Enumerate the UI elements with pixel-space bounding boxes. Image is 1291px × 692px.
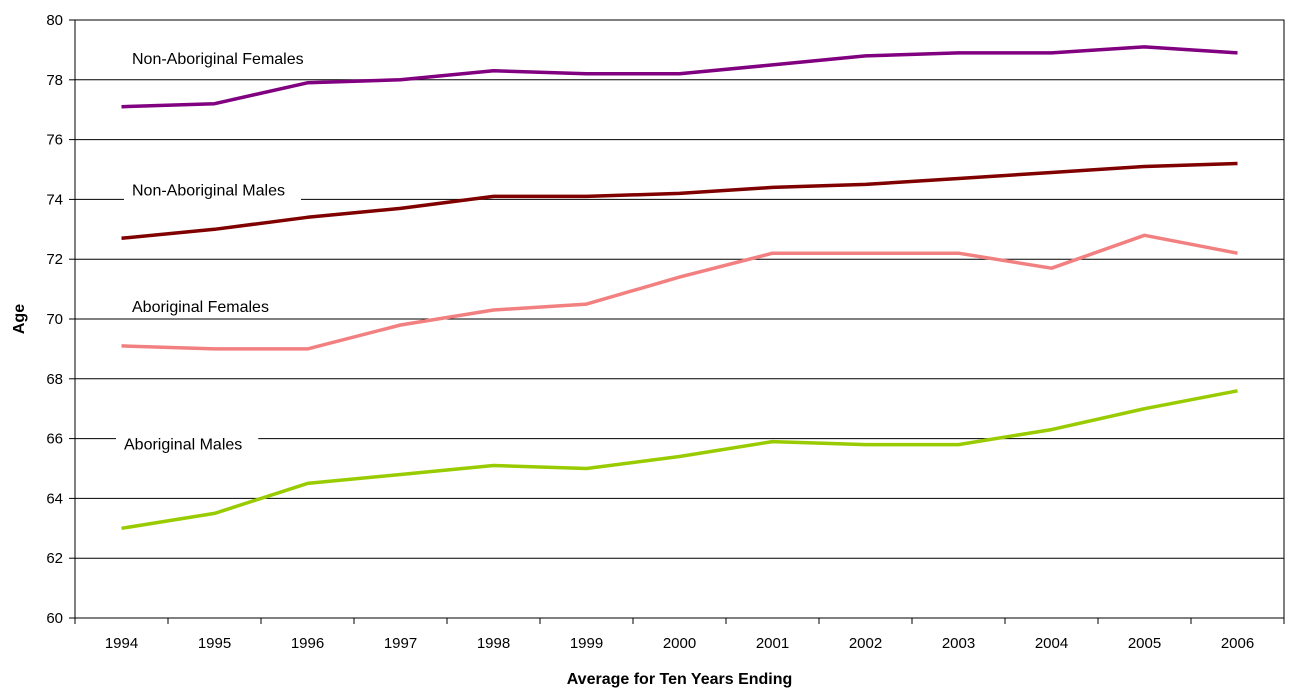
y-tick-label: 72 [46, 251, 63, 268]
x-tick-label: 2000 [663, 635, 696, 652]
series-label: Non-Aboriginal Females [132, 51, 304, 68]
y-tick-label: 64 [46, 490, 63, 507]
y-tick-label: 78 [46, 72, 63, 89]
y-tick-label: 66 [46, 431, 63, 448]
series-label: Aboriginal Females [132, 299, 269, 316]
x-tick-label: 2001 [756, 635, 789, 652]
x-tick-label: 1998 [477, 635, 510, 652]
x-tick-label: 2005 [1128, 635, 1161, 652]
y-tick-label: 70 [46, 311, 63, 328]
y-tick-label: 62 [46, 550, 63, 567]
series-line [121, 161, 1238, 241]
y-tick-label: 68 [46, 371, 63, 388]
x-tick-labels: 1994 1995 1996 1997 1998 1999 2000 2001 2002 2003… [74, 618, 1285, 652]
series-label-background [124, 179, 301, 202]
series-label: Non-Aboriginal Males [132, 182, 285, 199]
x-tick-label: 2003 [942, 635, 975, 652]
gridlines [75, 19, 1284, 619]
x-tick-label: 1996 [291, 635, 324, 652]
x-tick-label: 2004 [1035, 635, 1068, 652]
x-tick-label: 1994 [105, 635, 138, 652]
y-tick-label: 76 [46, 132, 63, 149]
series-labels: Non-Aboriginal Females Non-Aboriginal Mal… [116, 47, 320, 456]
series-label: Aboriginal Males [124, 437, 242, 454]
x-tick-label: 1999 [570, 635, 603, 652]
series-label-background [116, 433, 259, 456]
y-tick-label: 80 [46, 12, 63, 29]
plot-area-border [74, 19, 1285, 619]
x-tick-label: 2006 [1221, 635, 1254, 652]
series-line [121, 233, 1238, 351]
series-lines [121, 45, 1238, 531]
series-label-background [124, 296, 285, 319]
y-tick-labels: 60 62 64 66 68 70 72 74 76 78 80 [46, 12, 75, 627]
y-tick-label: 60 [46, 610, 63, 627]
series-line [121, 389, 1238, 531]
y-axis-title: Age [11, 304, 28, 334]
x-tick-label: 1997 [384, 635, 417, 652]
y-tick-label: 74 [46, 191, 63, 208]
x-axis-title: Average for Ten Years Ending [567, 671, 793, 688]
series-label-background [124, 47, 320, 70]
series-line [121, 45, 1238, 109]
x-tick-label: 2002 [849, 635, 882, 652]
x-tick-label: 1995 [198, 635, 231, 652]
